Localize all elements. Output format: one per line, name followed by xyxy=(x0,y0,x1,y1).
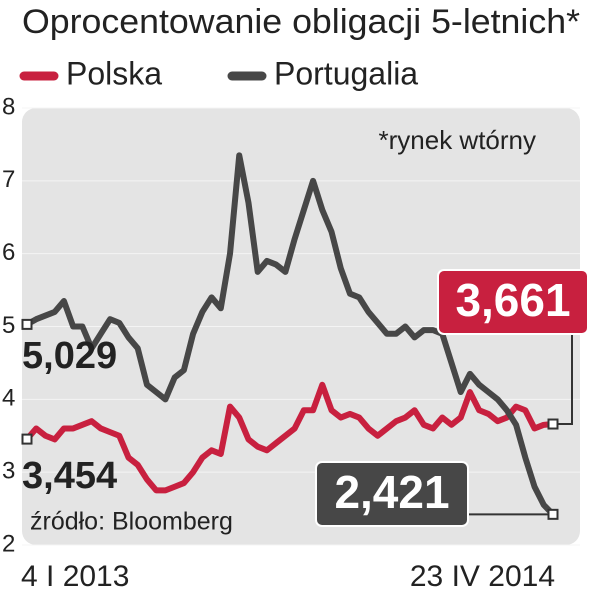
chart-title: Oprocentowanie obligacji 5-letnich* xyxy=(22,3,580,41)
x-tick-label: 4 I 2013 xyxy=(21,560,129,593)
annotation: źródło: Bloomberg xyxy=(30,508,233,536)
y-tick-label: 3 xyxy=(2,458,15,485)
value-label: 5,029 xyxy=(22,335,117,377)
y-tick-label: 8 xyxy=(2,93,15,120)
series-line xyxy=(24,381,554,494)
y-tick-label: 2 xyxy=(2,530,15,557)
value-box xyxy=(437,269,589,335)
legend-label: Portugalia xyxy=(274,55,418,91)
end-marker xyxy=(21,318,33,330)
legend-label: Polska xyxy=(66,55,162,91)
end-marker xyxy=(21,433,33,445)
y-tick-label: 7 xyxy=(2,166,15,193)
value-box xyxy=(315,461,469,527)
x-tick-label: 23 IV 2014 xyxy=(410,560,555,593)
value-label: 3,454 xyxy=(22,455,117,497)
y-tick-label: 6 xyxy=(2,239,15,266)
value-label: 2,421 xyxy=(334,466,449,518)
series-line xyxy=(25,152,556,517)
end-marker xyxy=(547,508,559,520)
y-tick-label: 4 xyxy=(2,385,15,412)
end-marker xyxy=(547,418,559,430)
value-label: 3,661 xyxy=(455,274,570,326)
y-tick-label: 5 xyxy=(2,312,15,339)
annotation: *rynek wtórny xyxy=(379,125,537,155)
